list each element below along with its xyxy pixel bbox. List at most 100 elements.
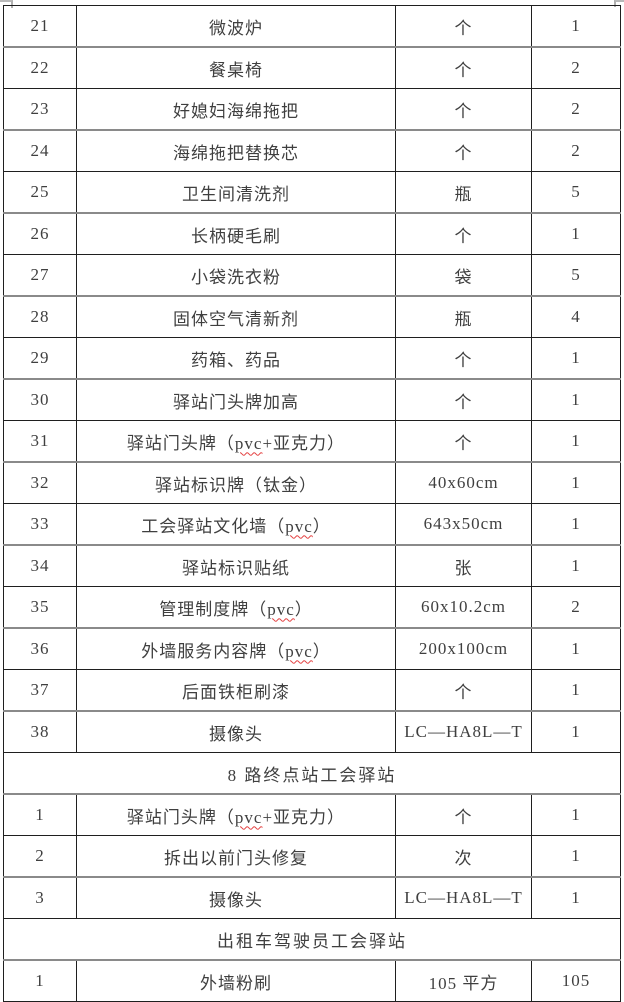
cell-row-number: 37 — [3, 669, 77, 712]
cell-quantity: 1 — [531, 876, 621, 919]
inventory-table: 21 微波炉个 1 22 餐桌椅个 2 23 好媳妇海绵拖把个 2 24 海绵拖把替换芯个 2 25 卫生… — [3, 5, 621, 1002]
cell-item-name: 药箱、药品 — [76, 337, 396, 380]
cell-quantity: 1 — [531, 627, 621, 670]
table-row: 26 长柄硬毛刷个 1 — [3, 212, 621, 255]
table-row: 32 驿站标识牌（钛金） 40x60cm 1 — [3, 461, 621, 504]
cell-unit-spec: 瓶 — [395, 171, 532, 214]
cell-unit-spec: 袋 — [395, 254, 532, 297]
section-header-cell: 8 路终点站工会驿站 — [3, 752, 621, 795]
cell-unit-spec: 个 — [395, 5, 532, 48]
spellcheck-underlined-text: pvc — [234, 807, 263, 827]
cell-item-name: 驿站标识贴纸 — [76, 544, 396, 587]
cell-row-number: 29 — [3, 337, 77, 380]
cell-quantity: 105 — [531, 959, 621, 1002]
cell-unit-spec: 张 — [395, 544, 532, 587]
cell-row-number: 21 — [3, 5, 77, 48]
cell-quantity: 1 — [531, 461, 621, 504]
cell-quantity: 1 — [531, 212, 621, 255]
cell-row-number: 25 — [3, 171, 77, 214]
cell-row-number: 22 — [3, 46, 77, 89]
cell-quantity: 2 — [531, 88, 621, 131]
section-header-row: 出租车驾驶员工会驿站 — [3, 918, 621, 961]
cell-unit-spec: 个 — [395, 46, 532, 89]
table-row: 29 药箱、药品个 1 — [3, 337, 621, 380]
cell-unit-spec: 个 — [395, 420, 532, 463]
cell-quantity: 1 — [531, 835, 621, 878]
cell-unit-spec: 个 — [395, 337, 532, 380]
table-row: 37 后面铁柜刷漆个 1 — [3, 669, 621, 712]
cell-item-name: 工会驿站文化墙（pvc） — [76, 503, 396, 546]
cell-row-number: 2 — [3, 835, 77, 878]
cell-row-number: 24 — [3, 129, 77, 172]
cell-row-number: 35 — [3, 586, 77, 629]
cell-unit-spec: 个 — [395, 129, 532, 172]
cell-item-name: 小袋洗衣粉 — [76, 254, 396, 297]
cell-quantity: 5 — [531, 171, 621, 214]
table-row: 21 微波炉个 1 — [3, 5, 621, 48]
cell-unit-spec: 60x10.2cm — [395, 586, 532, 629]
cell-quantity: 1 — [531, 503, 621, 546]
cell-quantity: 1 — [531, 544, 621, 587]
cell-row-number: 36 — [3, 627, 77, 670]
cell-unit-spec: 200x100cm — [395, 627, 532, 670]
table-row: 27 小袋洗衣粉袋 5 — [3, 254, 621, 297]
cell-quantity: 1 — [531, 420, 621, 463]
cell-row-number: 34 — [3, 544, 77, 587]
table-row: 38 摄像头 LC—HA8L—T 1 — [3, 710, 621, 753]
cell-row-number: 27 — [3, 254, 77, 297]
cell-item-name: 餐桌椅 — [76, 46, 396, 89]
cell-item-name: 外墙服务内容牌（pvc） — [76, 627, 396, 670]
cell-item-name: 摄像头 — [76, 710, 396, 753]
cell-unit-spec: 个 — [395, 669, 532, 712]
cell-row-number: 33 — [3, 503, 77, 546]
cell-item-name: 长柄硬毛刷 — [76, 212, 396, 255]
table-row: 23 好媳妇海绵拖把个 2 — [3, 88, 621, 131]
cell-quantity: 2 — [531, 46, 621, 89]
table-row: 30 驿站门头牌加高个 1 — [3, 378, 621, 421]
spellcheck-underlined-text: pvc — [267, 599, 295, 619]
cell-item-name: 驿站标识牌（钛金） — [76, 461, 396, 504]
cell-row-number: 3 — [3, 876, 77, 919]
cell-row-number: 26 — [3, 212, 77, 255]
cell-unit-spec: 瓶 — [395, 295, 532, 338]
table-row: 1 外墙粉刷 105 平方 105 — [3, 959, 621, 1002]
spellcheck-underlined-text: pvc — [285, 641, 313, 661]
table-row: 25 卫生间清洗剂瓶 5 — [3, 171, 621, 214]
cell-row-number: 23 — [3, 88, 77, 131]
cell-item-name: 微波炉 — [76, 5, 396, 48]
section-header-row: 8 路终点站工会驿站 — [3, 752, 621, 795]
cell-unit-spec: 643x50cm — [395, 503, 532, 546]
cell-quantity: 1 — [531, 337, 621, 380]
cell-item-name: 驿站门头牌加高 — [76, 378, 396, 421]
spellcheck-underlined-text: pvc — [285, 516, 313, 536]
cropped-table-remnant-right — [614, 0, 624, 7]
cell-unit-spec: 个 — [395, 378, 532, 421]
cell-unit-spec: 105 平方 — [395, 959, 532, 1002]
table-row: 33 工会驿站文化墙（pvc） 643x50cm 1 — [3, 503, 621, 546]
table-row: 34 驿站标识贴纸张 1 — [3, 544, 621, 587]
cell-unit-spec: 次 — [395, 835, 532, 878]
cell-quantity: 2 — [531, 129, 621, 172]
table-row: 22 餐桌椅个 2 — [3, 46, 621, 89]
cell-quantity: 5 — [531, 254, 621, 297]
cell-item-name: 拆出以前门头修复 — [76, 835, 396, 878]
cell-quantity: 1 — [531, 710, 621, 753]
cell-quantity: 1 — [531, 669, 621, 712]
cell-unit-spec: 个 — [395, 793, 532, 836]
cell-row-number: 38 — [3, 710, 77, 753]
cell-row-number: 28 — [3, 295, 77, 338]
section-header-cell: 出租车驾驶员工会驿站 — [3, 918, 621, 961]
table-row: 31 驿站门头牌（pvc+亚克力）个 1 — [3, 420, 621, 463]
cell-quantity: 4 — [531, 295, 621, 338]
cell-quantity: 1 — [531, 793, 621, 836]
cell-item-name: 驿站门头牌（pvc+亚克力） — [76, 793, 396, 836]
cell-row-number: 1 — [3, 959, 77, 1002]
table-row: 2 拆出以前门头修复次 1 — [3, 835, 621, 878]
cell-row-number: 30 — [3, 378, 77, 421]
cell-unit-spec: 40x60cm — [395, 461, 532, 504]
cell-item-name: 摄像头 — [76, 876, 396, 919]
cell-row-number: 1 — [3, 793, 77, 836]
cell-row-number: 31 — [3, 420, 77, 463]
table-row: 35 管理制度牌（pvc） 60x10.2cm 2 — [3, 586, 621, 629]
